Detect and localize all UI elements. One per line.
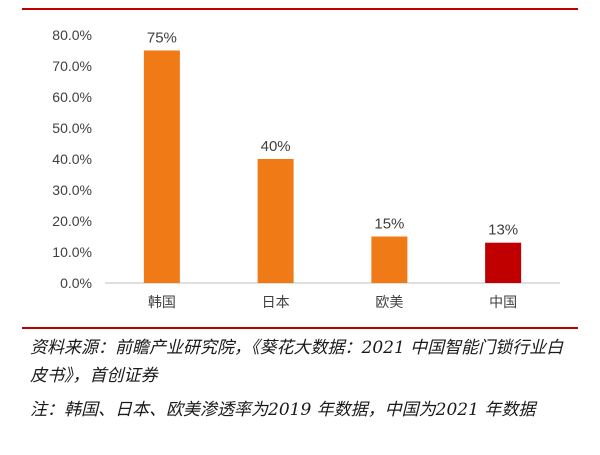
value-label: 15%: [374, 216, 404, 233]
y-tick-label: 70.0%: [52, 58, 92, 74]
value-labels: 75% 40% 15% 13%: [147, 30, 518, 239]
category-label: 欧美: [375, 295, 403, 311]
y-tick-label: 40.0%: [52, 151, 92, 167]
value-label: 40%: [261, 138, 291, 155]
y-tick-label: 20.0%: [52, 213, 92, 229]
bar-1: [257, 159, 294, 283]
value-label: 13%: [488, 222, 518, 239]
category-labels: 韩国 日本 欧美 中国: [148, 295, 517, 311]
top-divider: [22, 8, 578, 10]
y-tick-label: 10.0%: [52, 244, 92, 260]
y-tick-label: 30.0%: [52, 182, 92, 198]
category-label: 韩国: [148, 295, 176, 311]
y-tick-label: 80.0%: [52, 27, 92, 43]
source-divider: [22, 327, 578, 329]
value-label: 75%: [147, 30, 177, 47]
bars: [143, 50, 522, 283]
category-label: 日本: [262, 295, 290, 311]
y-tick-label: 60.0%: [52, 89, 92, 105]
category-label: 中国: [489, 295, 517, 311]
note-text: 注：韩国、日本、欧美渗透率为2019 年数据，中国为2021 年数据: [30, 400, 536, 420]
y-tick-labels: 0.0% 10.0% 20.0% 30.0% 40.0% 50.0% 60.0% 70.0% 8…: [52, 27, 92, 291]
y-tick-label: 50.0%: [52, 120, 92, 136]
bar-2: [371, 236, 408, 283]
bar-3: [485, 242, 522, 283]
source-text: 资料来源：前瞻产业研究院，《葵花大数据：2021 中国智能门锁行业白皮书》，首创…: [30, 338, 564, 386]
y-tick-label: 0.0%: [60, 275, 92, 291]
bar-chart: 0.0% 10.0% 20.0% 30.0% 40.0% 50.0% 60.0% 70.0% 8…: [52, 27, 560, 311]
bar-0: [143, 50, 180, 283]
